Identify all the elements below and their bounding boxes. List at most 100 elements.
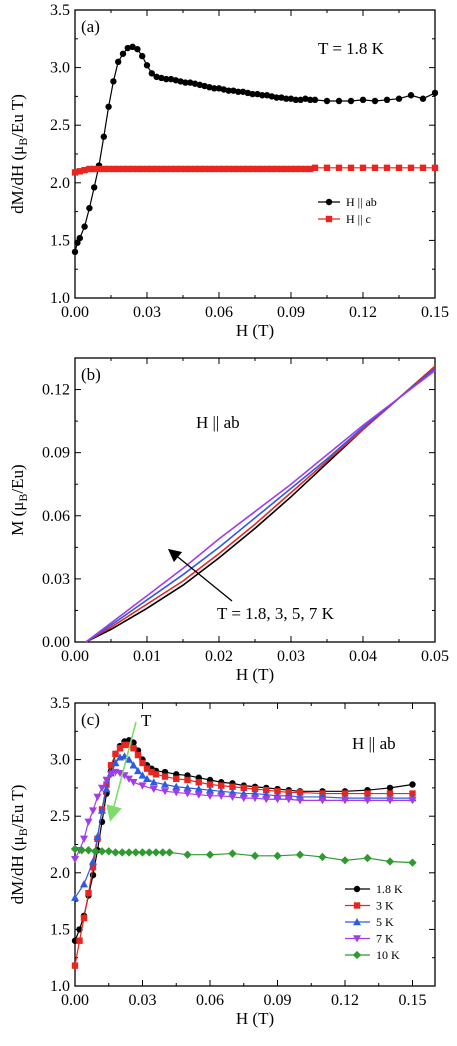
- data-point: [187, 165, 194, 173]
- data-point: [206, 786, 214, 794]
- data-point: [89, 807, 97, 815]
- data-point: [104, 847, 113, 856]
- legend-label: 7 K: [376, 932, 394, 946]
- legend-marker: [352, 950, 362, 960]
- data-point: [194, 791, 203, 799]
- data-point: [191, 165, 199, 173]
- series-line: [85, 365, 436, 643]
- data-point: [89, 863, 97, 871]
- data-point: [105, 103, 112, 110]
- data-point: [409, 781, 416, 788]
- data-point: [229, 783, 236, 790]
- data-point: [287, 165, 295, 173]
- data-point: [76, 168, 83, 175]
- data-point: [194, 785, 203, 793]
- data-point: [93, 793, 102, 801]
- data-point: [196, 81, 203, 89]
- data-point: [158, 848, 167, 857]
- data-point: [124, 165, 131, 173]
- x-tick-label: 0.06: [196, 992, 224, 1009]
- data-point: [249, 90, 256, 98]
- y-tick-label: 2.0: [50, 175, 70, 192]
- data-point: [251, 785, 259, 793]
- data-point: [131, 848, 140, 857]
- data-point: [307, 96, 314, 104]
- data-point: [77, 846, 86, 855]
- data-point: [76, 234, 84, 242]
- data-point: [163, 75, 170, 83]
- data-point: [110, 78, 117, 85]
- data-point: [268, 165, 275, 173]
- x-tick-label: 0.15: [421, 304, 449, 321]
- data-point: [129, 43, 136, 51]
- series-line: [74, 848, 413, 864]
- panel-label: (a): [81, 17, 100, 36]
- y-axis-label: dM/dH (μB/Eu T): [8, 94, 30, 214]
- data-point: [71, 962, 79, 969]
- data-point: [143, 765, 151, 772]
- data-point: [134, 45, 141, 53]
- data-point: [111, 758, 120, 767]
- data-point: [268, 93, 275, 100]
- data-point: [148, 165, 155, 173]
- data-point: [173, 775, 180, 783]
- data-point: [182, 79, 189, 86]
- data-point: [341, 790, 349, 797]
- data-point: [220, 165, 227, 173]
- data-point: [71, 856, 79, 864]
- data-point: [110, 165, 117, 173]
- data-point: [419, 95, 427, 102]
- data-point: [206, 165, 213, 173]
- data-point: [172, 782, 181, 790]
- x-axis-label: H (T): [236, 321, 274, 340]
- data-point: [254, 90, 261, 98]
- data-point: [341, 797, 349, 805]
- x-tick-label: 0.03: [133, 304, 161, 321]
- data-point: [100, 165, 107, 173]
- data-point: [307, 165, 314, 173]
- temperature-trend-arrow: [106, 721, 137, 822]
- y-tick-label: 2.5: [50, 808, 70, 825]
- data-point: [91, 847, 100, 856]
- data-point: [263, 165, 271, 173]
- series-7-k: [71, 768, 417, 864]
- data-point: [103, 781, 110, 788]
- y-tick-label: 0.12: [42, 382, 70, 399]
- data-point: [183, 790, 192, 798]
- x-tick-label: 0.00: [61, 648, 89, 665]
- data-point: [116, 745, 124, 752]
- panel-label: (b): [81, 365, 101, 384]
- y-axis-label: dM/dH (μB/Eu T): [8, 785, 30, 905]
- series-line: [74, 739, 413, 941]
- data-point: [318, 797, 327, 805]
- data-point: [278, 94, 285, 101]
- data-point: [80, 835, 88, 843]
- data-point: [218, 782, 225, 789]
- x-tick-label: 0.09: [264, 992, 292, 1009]
- data-point: [111, 848, 120, 857]
- panel-a: 0.00 0.03 0.06 0.09 0.12 0.15 1.0 1.5 2.0 2.5 3.0 3…: [8, 2, 449, 340]
- series-h-c: [71, 164, 439, 176]
- data-point: [206, 83, 213, 91]
- data-point: [70, 844, 80, 854]
- data-point: [134, 751, 142, 759]
- data-point: [407, 164, 415, 172]
- legend-marker: [353, 885, 361, 893]
- data-point: [138, 771, 147, 779]
- data-point: [183, 850, 192, 859]
- data-point: [409, 790, 416, 797]
- data-point: [311, 96, 319, 104]
- data-point: [383, 164, 391, 172]
- data-point: [167, 75, 175, 83]
- data-point: [296, 789, 304, 796]
- data-point: [386, 797, 394, 805]
- data-point: [149, 778, 158, 786]
- series-line: [74, 755, 413, 899]
- panel-c: 0.00 0.03 0.06 0.09 0.12 0.15 1.0 1.5 2.0 2.5 3.0 3…: [8, 695, 436, 1028]
- data-point: [244, 165, 251, 173]
- y-tick-label: 3.0: [50, 752, 70, 769]
- data-point: [335, 97, 343, 105]
- data-point: [71, 169, 79, 176]
- data-point: [102, 785, 111, 793]
- data-point: [297, 165, 304, 173]
